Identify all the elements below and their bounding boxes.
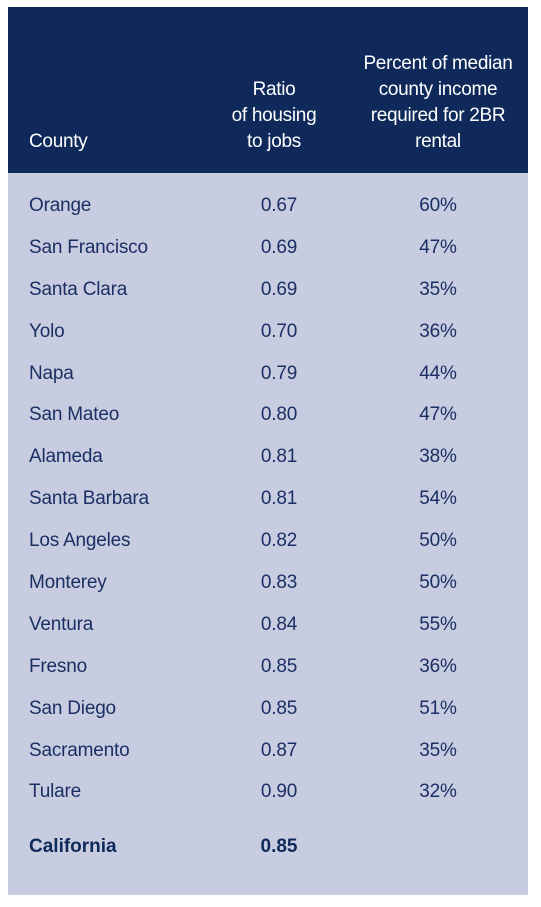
county-cell: Ventura [29,613,94,635]
ratio-cell: 0.67 [260,195,298,216]
header-ratio: Ratio of housing to jobs [204,77,344,155]
ratio-cell: 0.90 [260,781,298,803]
table-row: Santa Clara 0.69 35% [8,269,528,311]
percent-cell: 44% [419,362,457,384]
total-county-cell: California [29,836,117,857]
county-cell: Orange [29,195,92,216]
table-row: San Diego 0.85 51% [8,688,528,730]
ratio-cell: 0.84 [260,613,298,635]
percent-cell: 32% [419,781,457,803]
county-cell: San Diego [29,697,116,719]
county-cell: San Mateo [29,404,120,426]
percent-cell: 36% [419,655,457,677]
county-cell: Yolo [29,320,65,342]
table-body: Orange 0.67 60% San Francisco 0.69 47% S… [8,185,528,813]
county-cell: Napa [29,362,74,384]
county-cell: Los Angeles [29,530,131,552]
county-cell: Fresno [29,655,87,677]
percent-cell: 47% [419,236,457,258]
table-row: Monterey 0.83 50% [8,562,528,604]
ratio-cell: 0.85 [260,697,298,719]
table-row: San Francisco 0.69 47% [8,227,528,269]
table-row: Orange 0.67 60% [8,185,528,227]
header-ratio-line: Ratio [252,79,296,100]
table-row: Fresno 0.85 36% [8,646,528,688]
table-row: Tulare 0.90 32% [8,771,528,813]
header-percent-line: rental [415,131,461,152]
county-cell: Sacramento [29,739,130,761]
percent-cell: 55% [419,613,457,635]
ratio-cell: 0.85 [260,655,298,677]
ratio-cell: 0.70 [260,320,298,342]
percent-cell: 35% [419,739,457,761]
percent-cell: 35% [419,278,457,300]
county-cell: Tulare [29,781,81,803]
percent-cell: 51% [419,697,457,719]
ratio-cell: 0.79 [260,362,298,384]
table-row: Los Angeles 0.82 50% [8,520,528,562]
header-county-label: County [29,131,88,152]
header-percent: Percent of median county income required… [348,51,528,155]
table-row: Napa 0.79 44% [8,353,528,395]
county-cell: Santa Clara [29,278,128,300]
percent-cell: 47% [419,404,457,426]
county-cell: Monterey [29,572,107,594]
percent-cell: 54% [419,488,457,510]
ratio-cell: 0.82 [260,530,298,552]
percent-cell: 60% [419,195,457,216]
table-row: Yolo 0.70 36% [8,311,528,353]
table-row: Santa Barbara 0.81 54% [8,478,528,520]
header-percent-line: county income [378,79,498,100]
header-county: County [29,129,88,155]
ratio-cell: 0.83 [260,572,298,594]
header-percent-line: Percent of median [363,53,513,74]
table-header: County Ratio of housing to jobs Percent … [8,7,528,173]
county-cell: San Francisco [29,236,148,258]
header-ratio-line: of housing [231,105,317,126]
table-row: Ventura 0.84 55% [8,604,528,646]
percent-cell: 50% [419,530,457,552]
ratio-cell: 0.87 [260,739,298,761]
percent-cell: 36% [419,320,457,342]
total-ratio-cell: 0.85 [260,836,298,857]
county-cell: Alameda [29,446,103,468]
table-row: Sacramento 0.87 35% [8,730,528,772]
table-row: Alameda 0.81 38% [8,436,528,478]
ratio-cell: 0.81 [260,446,298,468]
ratio-cell: 0.69 [260,236,298,258]
table-row: San Mateo 0.80 47% [8,394,528,436]
header-ratio-line: to jobs [247,131,301,152]
county-cell: Santa Barbara [29,488,149,510]
ratio-cell: 0.81 [260,488,298,510]
housing-jobs-table: County Ratio of housing to jobs Percent … [8,7,528,895]
ratio-cell: 0.69 [260,278,298,300]
percent-cell: 38% [419,446,457,468]
total-row: California 0.85 [8,827,528,867]
ratio-cell: 0.80 [260,404,298,426]
percent-cell: 50% [419,572,457,594]
header-percent-line: required for 2BR [370,105,506,126]
